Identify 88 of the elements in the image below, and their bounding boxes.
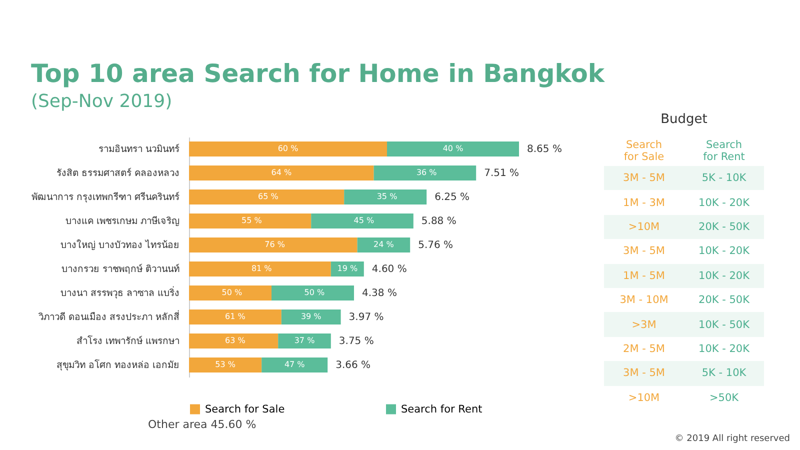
annotation: 3.97 % (348, 312, 384, 323)
text: Search for Sale (622, 138, 666, 165)
bar (262, 358, 328, 372)
bar (189, 238, 358, 252)
text: 20K - 50K (698, 293, 750, 308)
bar (189, 214, 312, 228)
y-tick-label: พัฒนาการ กรุงเทพกรีฑา ศรีนครินทร์ (31, 191, 180, 203)
text: >10M (627, 390, 661, 406)
annotation: 37 % (294, 336, 316, 345)
text: 3M - 5M (622, 244, 666, 260)
annotation: 24 % (374, 240, 394, 249)
bar (189, 334, 278, 348)
y-tick-label: บางกรวย ราชพฤกษ์ ติวานนท์ (61, 263, 180, 275)
text: 2M - 5M (622, 342, 666, 357)
text: 20K - 50K (684, 214, 764, 240)
annotation: 35 % (376, 192, 398, 201)
text: 10K - 20K (684, 264, 764, 288)
y-tick-label: บางแค เพชรเกษม ภาษีเจริญ (65, 215, 180, 227)
annotation: 63 % (225, 336, 246, 345)
annotation: 3.75 % (338, 336, 374, 347)
text: 5K - 10K (684, 361, 764, 386)
text: Other area 45.60 % (148, 418, 256, 431)
text: 10K - 20K (698, 196, 750, 211)
text: 10K - 50K (684, 312, 764, 337)
annotation: 5.88 % (421, 216, 456, 227)
bar (311, 214, 414, 228)
annotation: 65 % (258, 192, 279, 201)
bar (189, 286, 272, 300)
bar (387, 142, 519, 156)
text: 10K - 20K (698, 342, 750, 357)
text: >10M (604, 214, 684, 240)
annotation: 61 % (225, 312, 246, 321)
annotation: 39 % (300, 312, 322, 321)
text: >3M (604, 312, 684, 337)
bar (374, 166, 476, 180)
chart-subtitle: (Sep-Nov 2019) (30, 91, 172, 112)
annotation: 55 % (242, 216, 262, 225)
bar (281, 310, 341, 324)
bar (189, 190, 344, 204)
annotation: 5.76 % (418, 240, 454, 251)
annotation: 45 % (354, 216, 374, 225)
text: 3M - 10M (618, 293, 670, 308)
y-tick-label: บางนา สรรพวุธ ลาซาล แบริ่ง (60, 286, 180, 299)
chart-title: Top 10 area Search for Home in Bangkok (30, 59, 606, 88)
annotation: 36 % (416, 168, 438, 177)
text: 1M - 3M (622, 196, 666, 211)
y-tick-label: สำโรง เทพารักษ์ แพรกษา (76, 335, 180, 347)
bar (189, 166, 374, 180)
annotation: 47 % (284, 360, 306, 369)
text: © 2019 All right reserved (674, 434, 790, 444)
annotation: 19 % (337, 264, 358, 273)
bar (357, 238, 410, 252)
bar (344, 190, 427, 204)
text: 5K - 10K (684, 166, 764, 190)
annotation: 50 % (222, 288, 242, 297)
y-tick-label: รังสิต ธรรมศาสตร์ คลองหลวง (56, 167, 180, 179)
y-tick-label: สุขุมวิท อโศก ทองหล่อ เอกมัย (56, 359, 180, 371)
text: Budget (660, 112, 708, 129)
annotation: 81 % (251, 264, 272, 273)
y-tick-label: วิภาวดี ดอนเมือง สรงประภา หลักสี่ (37, 310, 180, 323)
annotation: 64 % (271, 168, 292, 177)
text: Search for Rent (702, 138, 746, 165)
text: 1M - 5M (604, 264, 684, 288)
y-tick-label: รามอินทรา นวมินทร์ (98, 143, 180, 155)
annotation: 50 % (304, 288, 325, 297)
text: 10K - 20K (698, 244, 750, 260)
annotation: 53 % (215, 360, 236, 369)
bar (189, 142, 387, 156)
annotation: 8.65 % (527, 144, 562, 155)
annotation: 4.38 % (362, 288, 397, 299)
annotation: 76 % (264, 240, 286, 249)
legend-label: Search for Sale (205, 403, 285, 416)
legend-label: Search for Rent (401, 403, 482, 416)
text: >50K (708, 390, 740, 406)
annotation: 7.51 % (484, 168, 520, 179)
annotation: 60 % (278, 144, 299, 153)
bar (189, 310, 282, 324)
bar (189, 262, 331, 276)
bar (272, 286, 354, 300)
annotation: 40 % (442, 144, 464, 153)
text: 3M - 5M (604, 166, 684, 190)
text: 3M - 5M (604, 361, 684, 386)
annotation: 6.25 % (434, 192, 470, 203)
annotation: 4.60 % (372, 264, 407, 275)
y-tick-label: บางใหญ่ บางบัวทอง ไทรน้อย (60, 239, 180, 251)
annotation: 3.66 % (336, 360, 371, 371)
bar (278, 334, 331, 348)
bar (189, 358, 262, 372)
